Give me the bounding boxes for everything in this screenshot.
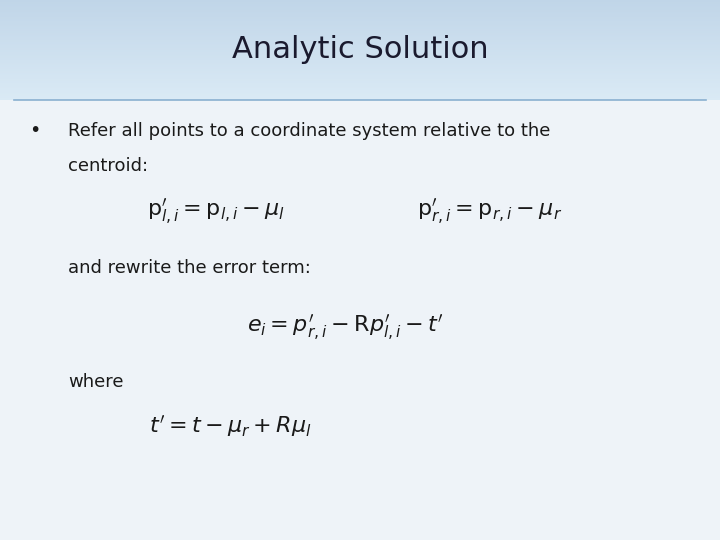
Text: $e_i = p^{\prime}_{r,i} - \mathrm{R}p^{\prime}_{l,i} - t^{\prime}$: $e_i = p^{\prime}_{r,i} - \mathrm{R}p^{\…	[247, 313, 444, 343]
Text: centroid:: centroid:	[68, 157, 148, 174]
Text: and rewrite the error term:: and rewrite the error term:	[68, 259, 311, 277]
Text: $\mathrm{p}^{\prime}_{l,i} = \mathrm{p}_{l,i} - \mu_l$: $\mathrm{p}^{\prime}_{l,i} = \mathrm{p}_…	[147, 197, 285, 227]
Text: •: •	[29, 122, 40, 140]
Text: Analytic Solution: Analytic Solution	[232, 36, 488, 64]
Text: Refer all points to a coordinate system relative to the: Refer all points to a coordinate system …	[68, 122, 551, 139]
Text: $t^{\prime} = t - \mu_r + R\mu_l$: $t^{\prime} = t - \mu_r + R\mu_l$	[149, 413, 312, 438]
Text: $\mathrm{p}^{\prime}_{r,i} = \mathrm{p}_{r,i} - \mu_r$: $\mathrm{p}^{\prime}_{r,i} = \mathrm{p}_…	[417, 197, 562, 227]
Bar	[0, 100, 720, 540]
Text: where: where	[68, 373, 124, 390]
